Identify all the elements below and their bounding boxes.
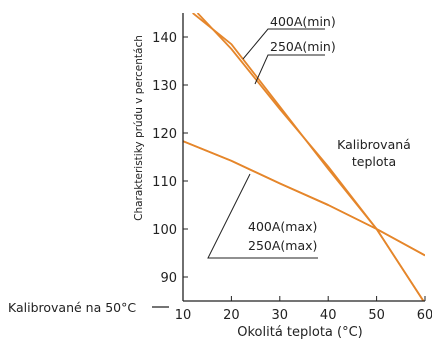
x-tick-label: 30	[272, 308, 289, 323]
y-tick-label: 120	[152, 127, 177, 142]
min-label-leader-bottom	[254, 54, 325, 85]
min-label-leader-top	[242, 28, 325, 60]
y-tick-label: 130	[152, 79, 177, 94]
series-line-250a-min-	[196, 13, 425, 301]
calibrated-at-caption: Kalibrované na 50°C	[8, 300, 136, 315]
y-ticks: 90 100 110 120 130 140	[152, 31, 188, 286]
y-tick-label: 100	[152, 223, 177, 238]
x-tick-label: 20	[223, 308, 240, 323]
label-250a-max: 250A(max)	[248, 238, 317, 253]
label-250a-min: 250A(min)	[270, 39, 336, 54]
x-tick-label: 10	[175, 308, 192, 323]
x-tick-label: 40	[320, 308, 337, 323]
x-tick-label: 60	[417, 308, 432, 323]
max-label-leader	[207, 173, 318, 259]
x-axis-label: Okolitá teplota (°C)	[237, 325, 363, 340]
y-axis-label: Charakteristiky prúdu v percentách	[133, 35, 145, 221]
label-400a-min: 400A(min)	[270, 14, 336, 29]
x-ticks: 10 20 30 40 50 60	[175, 296, 432, 323]
x-tick-label: 50	[368, 308, 385, 323]
y-tick-label: 110	[152, 175, 177, 190]
y-tick-label: 140	[152, 31, 177, 46]
calibration-label-line2: teplota	[352, 154, 396, 169]
calibration-label-line1: Kalibrovaná	[337, 137, 411, 152]
y-tick-label: 90	[160, 271, 177, 286]
label-400a-max: 400A(max)	[248, 219, 317, 234]
series-line-250a-max-	[183, 140, 425, 257]
curves-layer	[183, 13, 425, 301]
